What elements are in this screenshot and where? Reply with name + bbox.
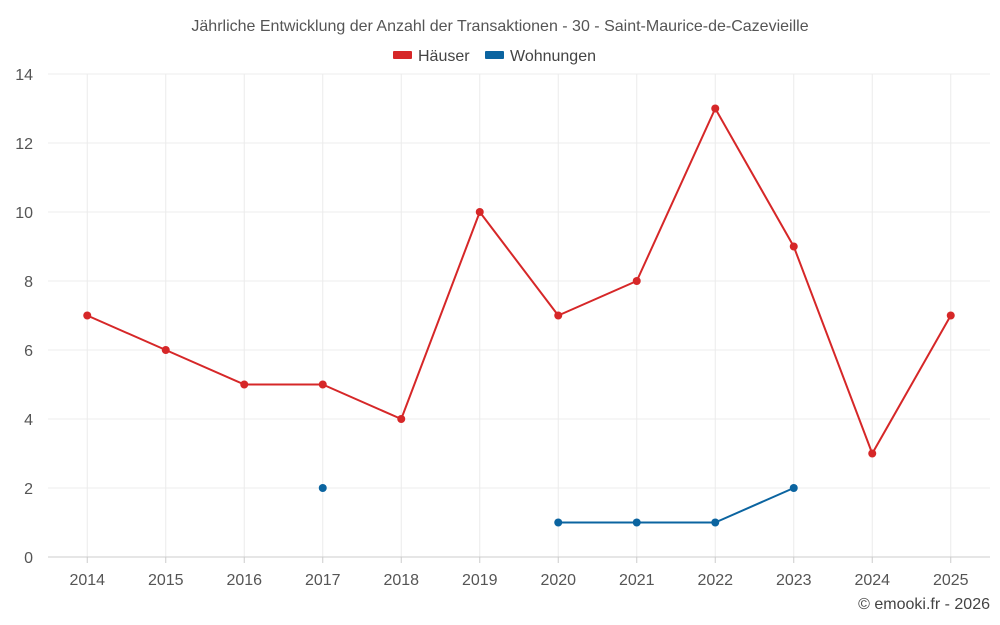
legend-swatch [485, 51, 504, 59]
legend-label: Häuser [418, 48, 470, 65]
data-point [554, 311, 563, 320]
data-point [240, 380, 249, 389]
data-point [946, 311, 955, 320]
legend-swatch [393, 51, 412, 59]
legend-item[interactable]: Wohnungen [485, 48, 596, 65]
x-tick-label: 2021 [619, 572, 655, 589]
data-point [789, 484, 798, 492]
x-tick-label: 2014 [69, 572, 105, 589]
y-tick-label: 4 [24, 412, 33, 429]
x-tick-label: 2024 [854, 572, 890, 589]
data-point [868, 449, 877, 458]
legend: Häuser Wohnungen [393, 48, 596, 65]
data-point [397, 415, 406, 423]
data-point [83, 311, 92, 320]
series-layer [83, 104, 955, 527]
series-h-user [83, 104, 955, 458]
x-tick-label: 2020 [540, 572, 576, 589]
x-tick-label: 2019 [462, 572, 498, 589]
legend-label: Wohnungen [510, 48, 596, 65]
x-tick-label: 2016 [226, 572, 262, 589]
x-tick-label: 2018 [383, 572, 419, 589]
credit-text: © emooki.fr - 2026 [858, 596, 990, 613]
x-tick-label: 2023 [776, 572, 812, 589]
data-point [554, 518, 563, 527]
grid [48, 73, 990, 557]
data-point [632, 277, 641, 285]
data-point [711, 518, 720, 527]
y-tick-label: 2 [24, 481, 33, 498]
series-line [86, 107, 952, 455]
data-point [711, 104, 720, 113]
y-tick-label: 0 [24, 550, 33, 567]
series-line [558, 487, 795, 524]
x-tick-label: 2022 [697, 572, 733, 589]
y-tick-label: 8 [24, 274, 33, 291]
legend-item[interactable]: Häuser [393, 48, 470, 65]
data-point [318, 380, 327, 389]
series-wohnungen [318, 484, 798, 527]
axes: 0 2 4 6 8 10 12 14 2014 2015 2016 2017 2018 2019 2020 2… [15, 67, 990, 589]
y-tick-label: 10 [15, 205, 33, 222]
x-tick-label: 2015 [148, 572, 184, 589]
data-point [318, 484, 327, 492]
data-point [789, 242, 798, 251]
y-tick-label: 12 [15, 136, 33, 153]
data-point [632, 518, 641, 527]
data-point [161, 346, 170, 354]
data-point [475, 208, 484, 216]
x-tick-label: 2025 [933, 572, 969, 589]
y-tick-label: 14 [15, 67, 33, 84]
y-tick-label: 6 [24, 343, 33, 360]
chart-title: Jährliche Entwicklung der Anzahl der Tra… [191, 18, 808, 35]
x-tick-label: 2017 [305, 572, 341, 589]
